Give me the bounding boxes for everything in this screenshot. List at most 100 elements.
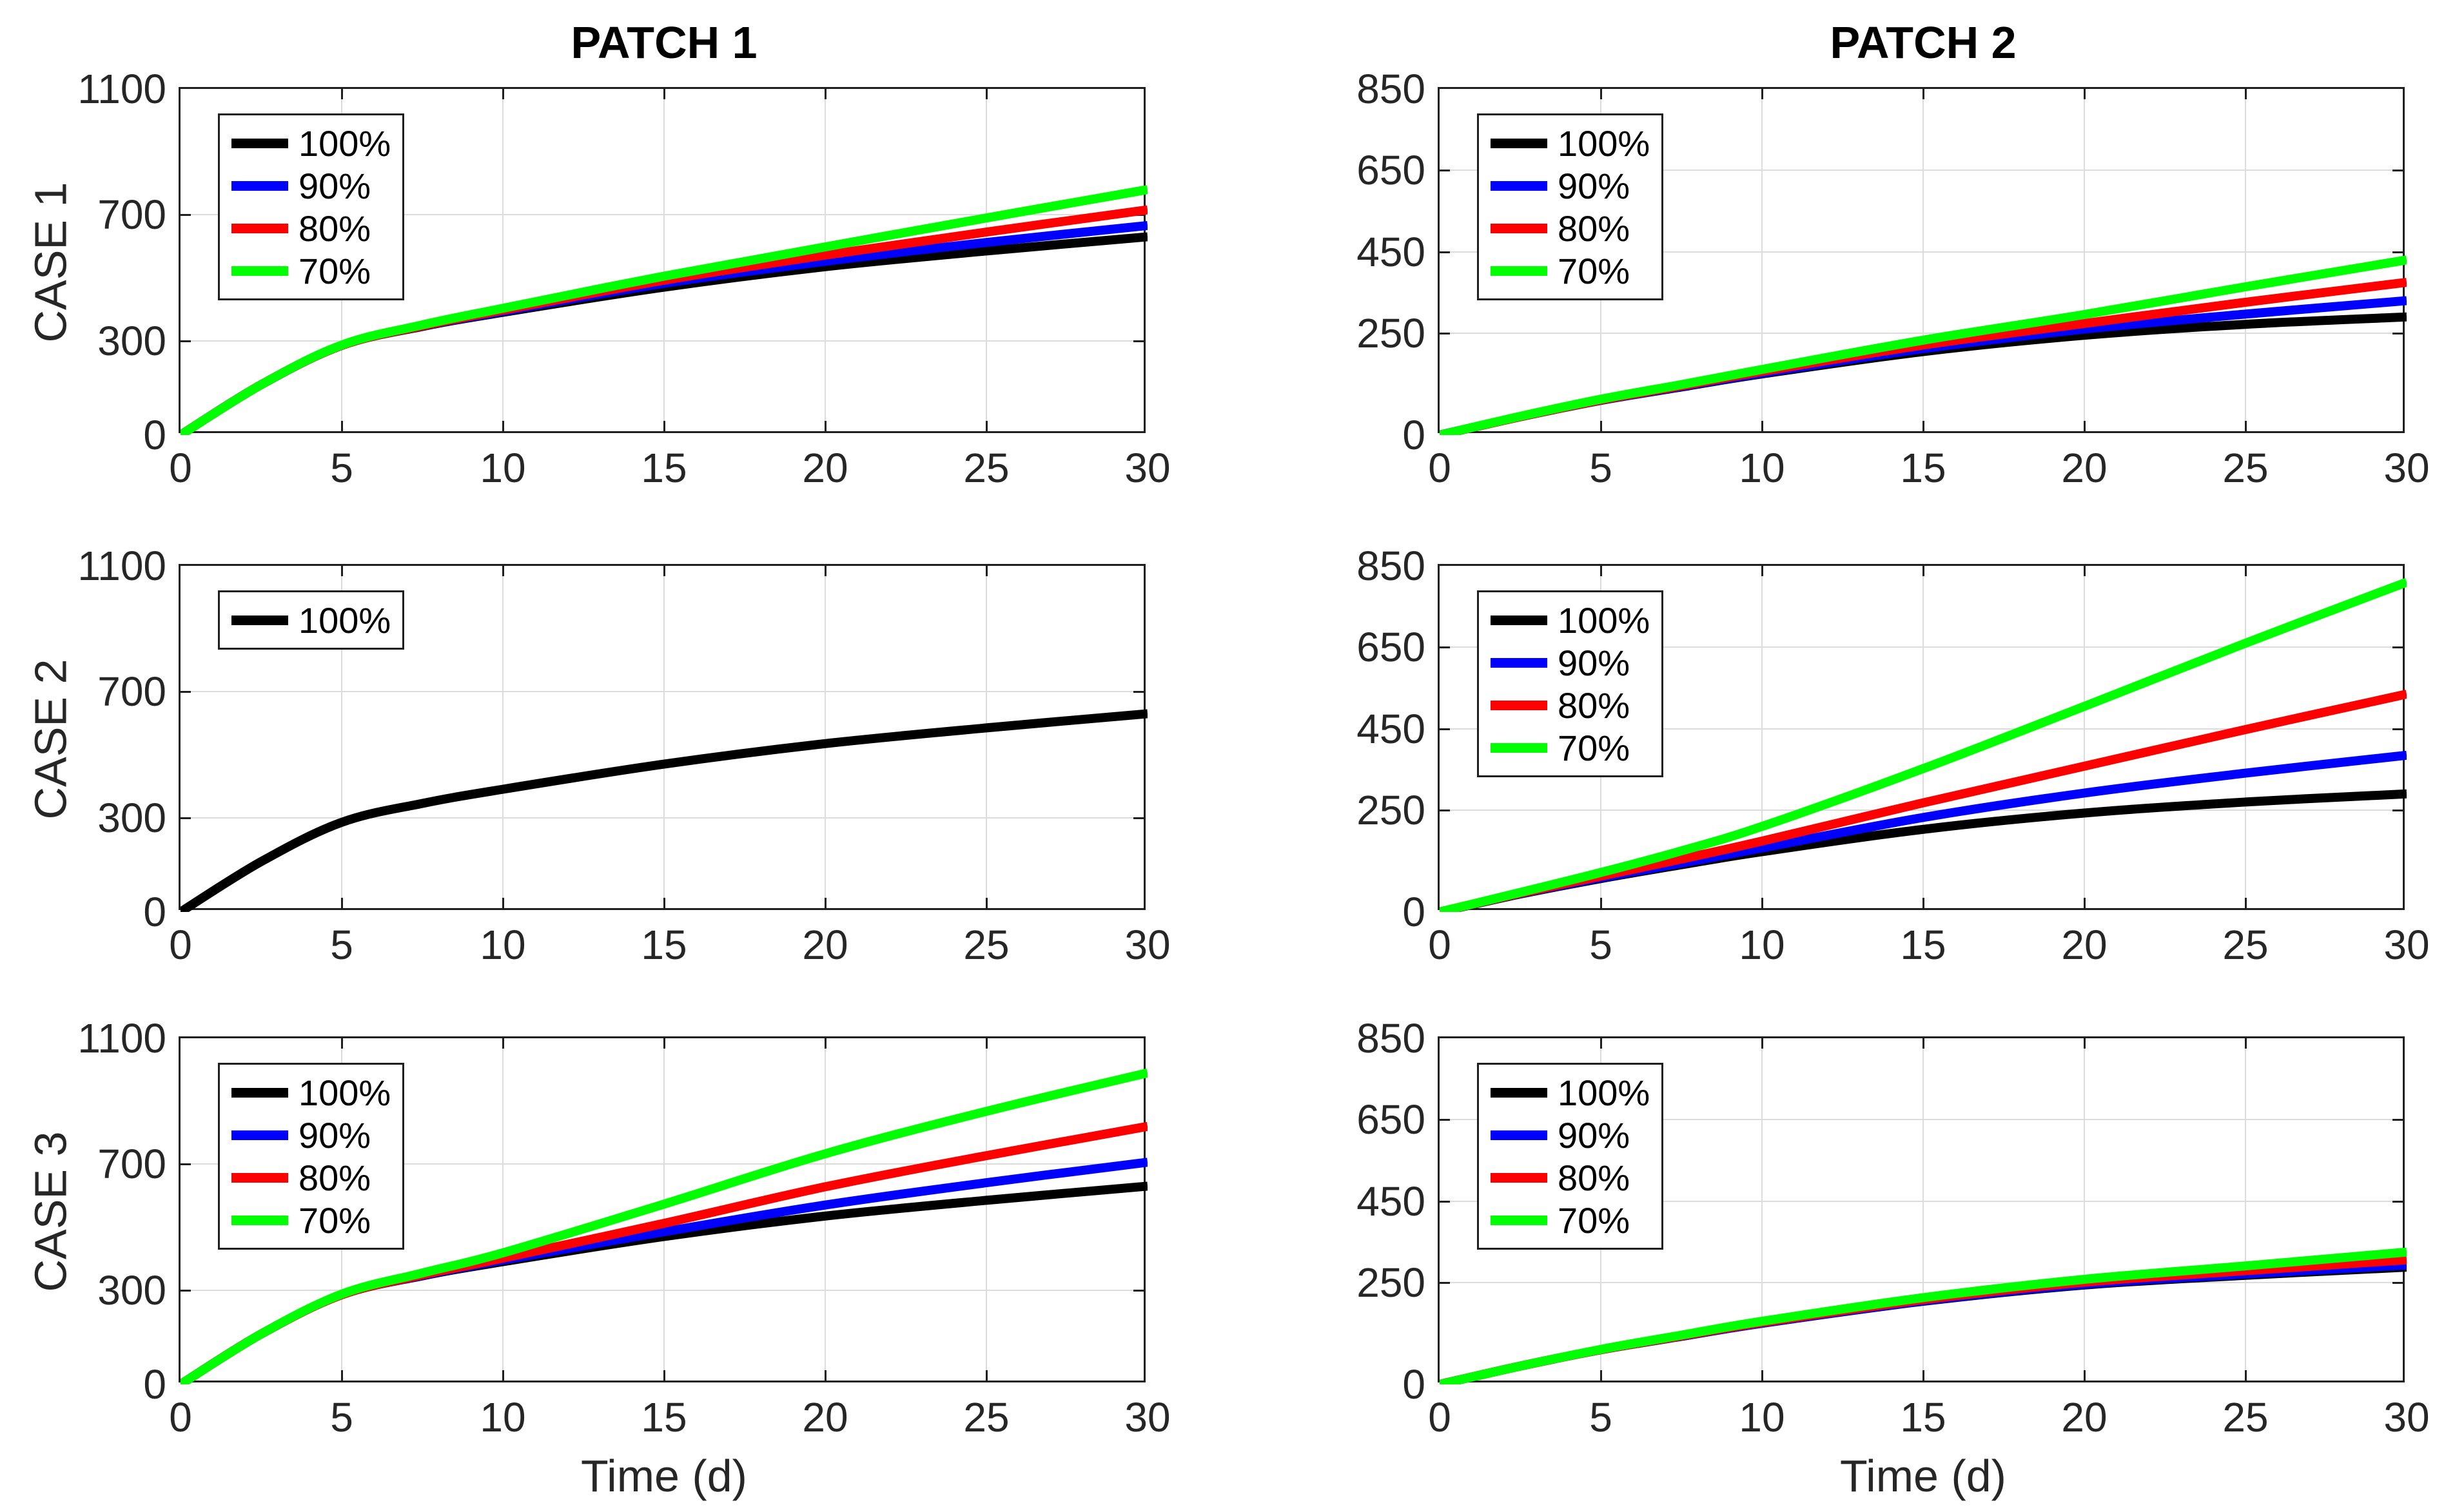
title-case1-patch2: PATCH 2 xyxy=(1830,17,2017,68)
x-gridline xyxy=(663,89,665,431)
y-tick-label: 850 xyxy=(1356,1015,1425,1061)
legend-item: 80% xyxy=(231,1156,391,1199)
y-tick-mark xyxy=(2392,646,2403,649)
legend-item: 90% xyxy=(231,164,391,207)
axes-case2-patch1: 100% 0 5 10 15 20 25 30 0 300 700 1100 CASE 2 xyxy=(25,543,1171,967)
x-tick-label: 20 xyxy=(802,445,848,491)
x-tick-label: 10 xyxy=(1739,445,1785,491)
x-gridline xyxy=(502,566,504,908)
x-tick-mark xyxy=(986,89,988,99)
legend-item: 80% xyxy=(1491,684,1650,726)
x-tick-label: 30 xyxy=(2383,1394,2430,1440)
x-tick-mark xyxy=(341,898,343,908)
legend-item: 100% xyxy=(1491,1071,1650,1114)
x-tick-mark xyxy=(663,566,665,576)
y-tick-label: 650 xyxy=(1356,1096,1425,1143)
x-tick-label: 15 xyxy=(1900,922,1946,968)
x-tick-mark xyxy=(825,421,826,431)
x-tick-mark xyxy=(502,1038,504,1049)
legend-item: 100% xyxy=(231,1071,391,1114)
x-gridline xyxy=(663,1038,665,1381)
legend-item: 90% xyxy=(1491,641,1650,684)
x-tick-mark xyxy=(986,566,988,576)
x-tick-label: 15 xyxy=(1900,445,1946,491)
ylabel-case-2: CASE 2 xyxy=(25,659,75,819)
x-tick-label: 20 xyxy=(802,1394,848,1440)
legend-sample-90pct xyxy=(231,1130,288,1140)
y-gridline xyxy=(181,340,1144,342)
y-tick-label: 0 xyxy=(143,412,166,458)
legend-case2-patch2: 100% 90% 80% 70% xyxy=(1477,590,1664,777)
x-tick-label: 25 xyxy=(963,922,1010,968)
y-gridline xyxy=(1440,1200,2403,1202)
legend-item: 90% xyxy=(1491,164,1650,207)
curves-case3-patch2 xyxy=(1440,1247,2407,1384)
x-tick-mark xyxy=(2245,1370,2247,1381)
x-gridline xyxy=(2084,89,2085,431)
line-100pct xyxy=(1440,789,2407,912)
x-tick-mark xyxy=(1922,89,1924,99)
x-gridline xyxy=(1922,1038,1924,1381)
x-tick-label: 15 xyxy=(641,922,687,968)
y-tick-mark xyxy=(181,340,191,342)
y-tick-mark xyxy=(181,1163,191,1166)
legend-sample-70pct xyxy=(1491,266,1547,276)
x-tick-mark xyxy=(502,1370,504,1381)
legend-item: 80% xyxy=(1491,207,1650,249)
y-tick-label: 250 xyxy=(1356,787,1425,834)
legend-label: 70% xyxy=(1558,250,1630,291)
y-tick-mark xyxy=(1440,1119,1450,1121)
x-gridline xyxy=(986,89,987,431)
legend-item: 70% xyxy=(1491,249,1650,292)
y-gridline xyxy=(1440,333,2403,334)
x-tick-mark xyxy=(341,566,343,576)
y-tick-label: 650 xyxy=(1356,624,1425,671)
x-tick-label: 30 xyxy=(1124,1394,1171,1440)
x-tick-label: 0 xyxy=(169,922,192,968)
legend-label: 90% xyxy=(1558,165,1630,206)
legend-item: 70% xyxy=(231,1199,391,1241)
x-tick-mark xyxy=(341,421,343,431)
x-tick-mark xyxy=(663,898,665,908)
legend-item: 70% xyxy=(231,249,391,292)
legend-label: 100% xyxy=(1558,122,1650,164)
legend-sample-100pct xyxy=(1491,138,1547,148)
x-tick-mark xyxy=(2084,1370,2086,1381)
y-tick-mark xyxy=(181,817,191,819)
x-tick-label: 10 xyxy=(480,1394,526,1440)
y-tick-label: 250 xyxy=(1356,310,1425,357)
legend-sample-90pct xyxy=(231,180,288,191)
y-tick-label: 700 xyxy=(97,191,166,238)
axes-case1-patch1: 100% 90% 80% 70% 0 5 10 15 20 25 30 0 300 700 1100 PATC… xyxy=(25,17,1171,490)
x-gridline xyxy=(2084,1038,2085,1381)
x-tick-mark xyxy=(341,1038,343,1049)
legend-sample-90pct xyxy=(1491,180,1547,191)
x-tick-mark xyxy=(1922,898,1924,908)
x-tick-mark xyxy=(1600,89,1602,99)
x-tick-label: 10 xyxy=(1739,1394,1785,1440)
x-tick-mark xyxy=(663,1038,665,1049)
x-tick-label: 5 xyxy=(1589,445,1612,491)
y-tick-mark xyxy=(1440,728,1450,730)
y-tick-mark xyxy=(1440,809,1450,812)
legend-item: 100% xyxy=(231,599,391,641)
legend-sample-80pct xyxy=(1491,1172,1547,1183)
ylabel-case-3: CASE 3 xyxy=(25,1131,75,1292)
x-tick-mark xyxy=(1600,421,1602,431)
y-tick-mark xyxy=(2392,809,2403,812)
x-tick-mark xyxy=(2245,421,2247,431)
legend-label: 100% xyxy=(1558,599,1650,641)
y-tick-label: 250 xyxy=(1356,1259,1425,1306)
legend-sample-70pct xyxy=(231,1215,288,1225)
y-gridline xyxy=(1440,1282,2403,1284)
x-tick-label: 5 xyxy=(1589,922,1612,968)
legend-case1-patch2: 100% 90% 80% 70% xyxy=(1477,113,1664,300)
x-tick-mark xyxy=(663,89,665,99)
y-tick-label: 0 xyxy=(1402,889,1425,935)
legend-label: 70% xyxy=(298,1199,371,1241)
y-tick-label: 850 xyxy=(1356,543,1425,589)
y-tick-mark xyxy=(1440,1282,1450,1284)
x-tick-mark xyxy=(825,89,826,99)
y-tick-mark xyxy=(181,214,191,217)
y-gridline xyxy=(1440,809,2403,811)
